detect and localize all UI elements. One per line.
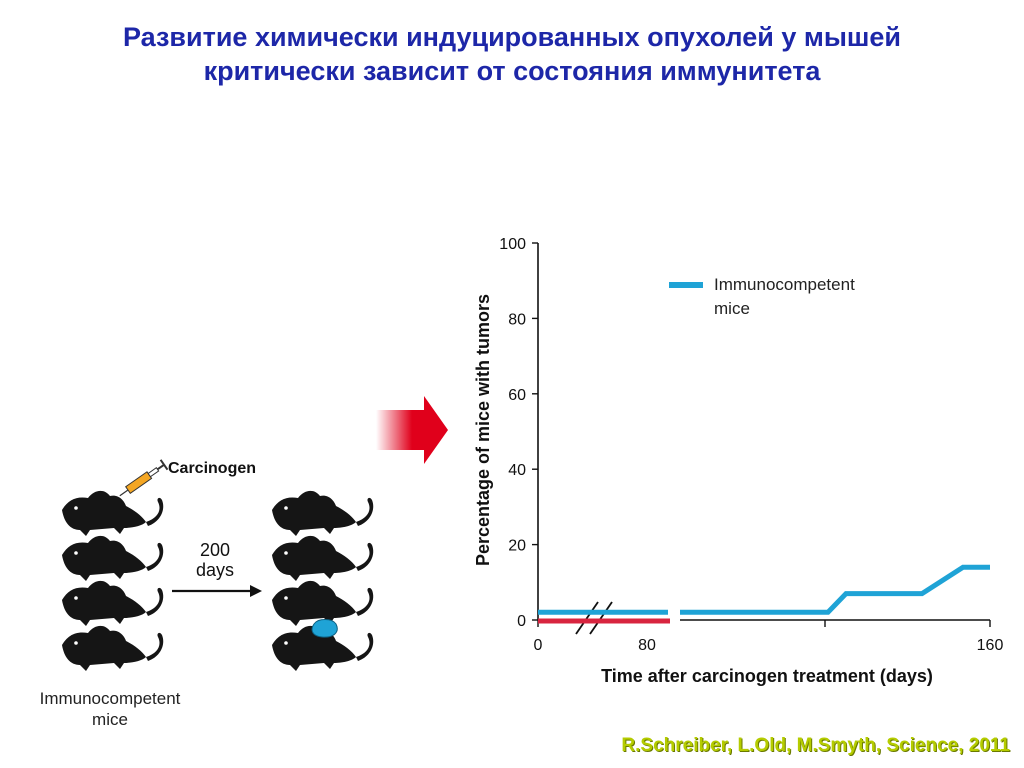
axis-break-mark — [575, 601, 599, 635]
mice-caption-line-2: mice — [92, 710, 128, 729]
mouse-icon — [272, 535, 374, 581]
days-number: 200 — [199, 540, 231, 560]
x-tick-label: 160 — [977, 637, 1004, 654]
mouse-group-before — [62, 490, 164, 671]
y-tick-label: 20 — [508, 538, 526, 555]
mouse-icon — [62, 625, 164, 671]
transition-arrow-icon — [376, 396, 448, 464]
y-tick-label: 0 — [517, 613, 526, 630]
days-unit: days — [195, 560, 235, 580]
tumor-chart: 0 20 40 60 80 100 0 80 160 Percentage of mice w… — [473, 236, 1003, 686]
legend-label-line-1: Immunocompetent — [714, 275, 855, 294]
carcinogen-label: Carcinogen — [168, 460, 257, 477]
legend-label-line-2: mice — [714, 299, 750, 318]
y-tick-label: 100 — [499, 236, 526, 253]
axis-break-mark — [589, 601, 613, 635]
mouse-icon — [62, 490, 164, 536]
syringe-icon — [119, 459, 169, 497]
y-axis-title: Percentage of mice with tumors — [473, 294, 493, 566]
x-tick-label: 0 — [534, 637, 543, 654]
mice-caption-line-1: Immunocompetent — [39, 689, 181, 708]
mice-caption: Immunocompetent mice — [20, 688, 200, 730]
days-label: 200 days — [178, 540, 252, 580]
mouse-group-after — [272, 490, 374, 671]
x-axis-title: Time after carcinogen treatment (days) — [601, 666, 933, 686]
chart-legend: Immunocompetent mice — [669, 275, 855, 318]
citation: R.Schreiber, L.Old, M.Smyth, Science, 20… — [621, 735, 1010, 756]
page-title: Развитие химически индуцированных опухол… — [0, 20, 1024, 88]
title-line-2: критически зависит от состояния иммуните… — [203, 56, 821, 86]
y-tick-label: 80 — [508, 311, 526, 328]
series-line-immunocompetent — [680, 564, 990, 615]
y-tick-label: 60 — [508, 387, 526, 404]
mouse-icon — [62, 535, 164, 581]
title-line-1: Развитие химически индуцированных опухол… — [122, 22, 902, 52]
tumor-icon — [311, 619, 338, 638]
time-arrow-icon — [172, 585, 262, 597]
x-tick-label: 80 — [638, 637, 656, 654]
y-tick-label: 40 — [508, 462, 526, 479]
mouse-icon — [272, 490, 374, 536]
mouse-icon — [62, 580, 164, 626]
